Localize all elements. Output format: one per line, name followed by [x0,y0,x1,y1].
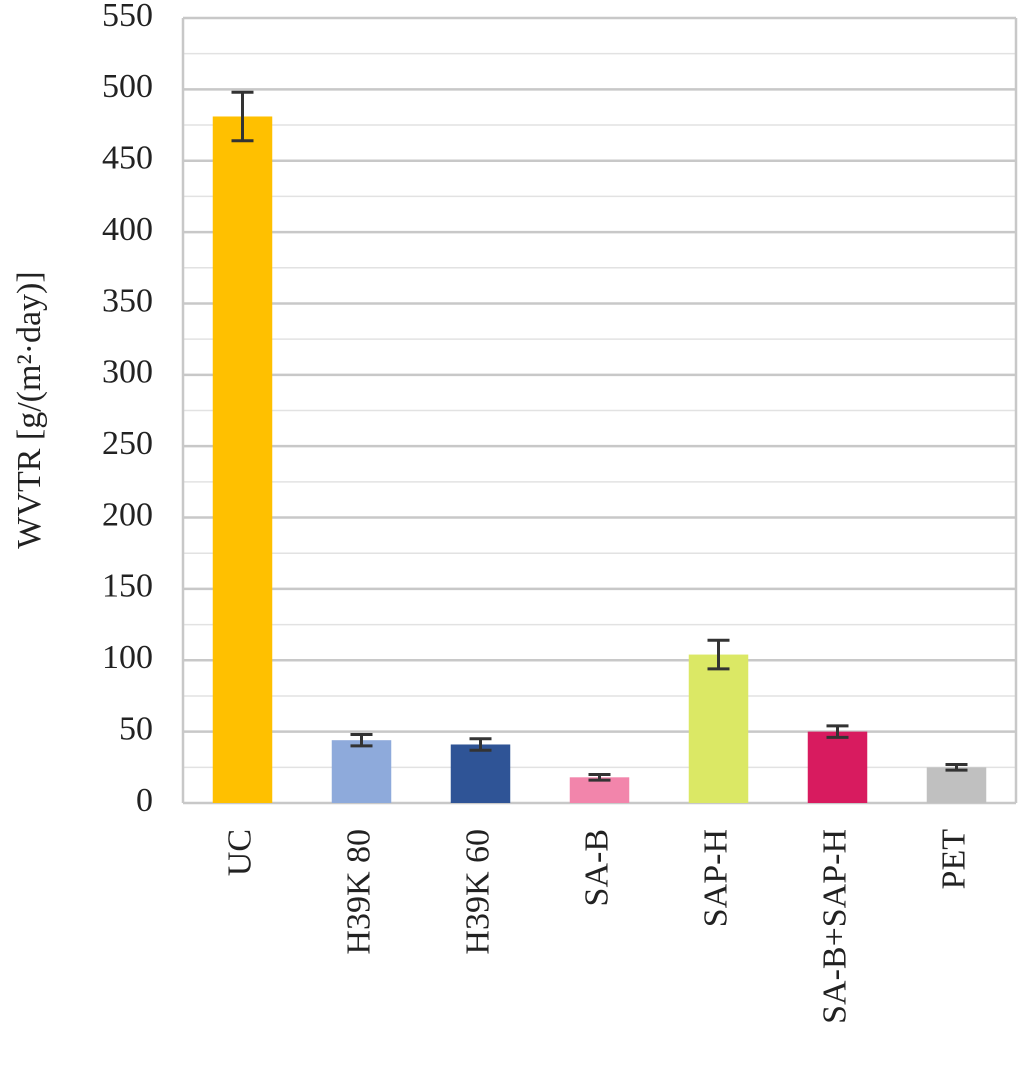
x-tick-label: SAP-H [697,829,734,927]
x-tick-label: H39K 60 [459,829,496,955]
bar [926,767,987,803]
y-tick-label: 350 [102,282,153,319]
error-bar [826,724,849,739]
x-tick-label: H39K 80 [340,829,377,955]
error-bar [945,762,968,772]
y-tick-label: 300 [102,354,153,391]
y-tick-label: 0 [136,782,153,819]
error-bar [350,732,373,748]
y-tick-label: 200 [102,496,153,533]
y-tick-label: 550 [102,0,153,34]
y-tick-label: 400 [102,211,153,248]
error-bar [231,90,254,143]
y-tick-label: 450 [102,140,153,177]
y-tick-label: 150 [102,568,153,605]
x-tick-label: UC [221,829,258,876]
x-tick-label: SA-B [578,829,615,906]
x-tick-label: PET [935,829,972,890]
y-tick-label: 500 [102,68,153,105]
bar [688,654,749,803]
x-tick-label: SA-B+SAP-H [816,829,853,1024]
y-tick-label: 250 [102,425,153,462]
error-bar [707,638,730,671]
error-bar [469,737,492,752]
y-tick-label: 100 [102,639,153,676]
y-tick-label: 50 [119,710,153,747]
bar [807,731,868,803]
error-bar [588,772,611,782]
bar [212,116,273,804]
bar [450,744,511,803]
bar [331,740,392,803]
y-axis-title: WVTR [g/(m²·day)] [11,271,48,548]
